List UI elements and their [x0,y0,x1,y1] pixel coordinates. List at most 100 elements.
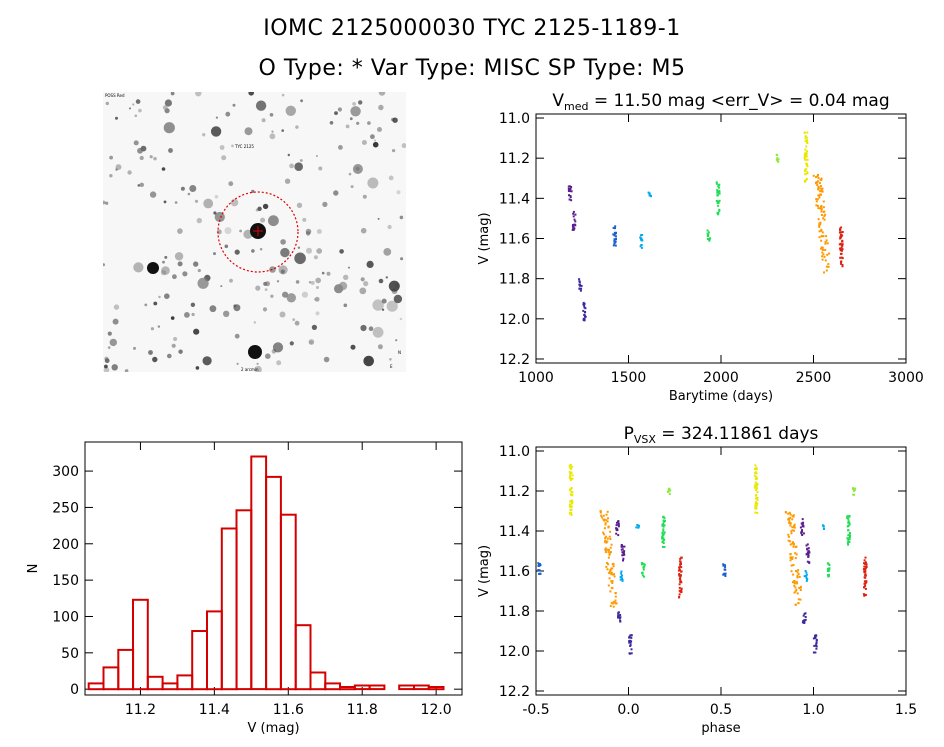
data-point [775,153,778,156]
data-point [603,533,606,536]
data-point [620,548,623,551]
data-point [791,526,794,529]
histogram-bar [132,598,149,691]
data-point [794,586,797,589]
data-point [621,554,624,557]
finder-star [282,291,289,298]
data-point [570,505,573,508]
data-point [612,244,615,247]
data-point [821,246,824,249]
data-point [568,466,571,469]
finder-star [236,362,239,365]
data-point [615,529,618,532]
y-tick-label: 12.2 [499,684,530,700]
finder-star [139,155,144,161]
data-point [802,521,805,524]
data-point [604,522,607,525]
finder-star [172,274,177,280]
finder-star [393,294,403,304]
finder-star [338,145,343,150]
data-point [806,172,809,175]
data-point [661,533,664,536]
data-point [569,188,572,191]
data-point [571,502,573,505]
data-point [849,535,851,538]
finder-star [349,117,353,121]
finder-star [259,247,263,251]
finder-star [256,362,259,365]
data-point [569,196,572,199]
data-point [611,587,614,590]
data-point [791,556,794,559]
data-point [614,602,617,605]
data-point [615,524,618,527]
y-tick-label: 50 [61,646,79,662]
data-point [789,513,792,516]
chart-title-ids: IOMC 2125000030 TYC 2125-1189-1 [263,16,681,41]
data-point [600,516,603,519]
data-point [571,474,574,477]
data-point [801,621,804,624]
finder-star [112,318,119,325]
data-point [637,524,640,527]
data-point [604,537,607,540]
finder-star [164,99,172,107]
data-point [538,573,541,575]
finder-star [295,125,299,129]
data-point [617,611,620,614]
data-point [807,547,810,550]
data-point [841,248,844,251]
finder-star [229,278,233,283]
data-point [647,191,650,194]
data-point [608,553,611,556]
plot-frame [84,441,463,696]
data-point [678,583,681,586]
finder-star [378,92,386,96]
data-point [793,582,796,585]
data-point [569,478,572,481]
data-point [839,227,842,230]
data-point [818,196,821,199]
data-point [668,488,671,490]
data-point [800,585,802,588]
data-point [569,493,572,496]
data-point [661,532,664,534]
data-point [609,546,612,549]
data-point [640,246,643,249]
data-point [785,511,787,514]
finder-star [363,281,369,287]
finder-star [196,217,202,224]
finder-star [350,106,361,117]
data-point [813,644,816,647]
data-point [819,207,822,210]
data-point [792,564,795,566]
data-point [620,544,623,547]
data-point [616,521,618,524]
data-point [717,201,720,204]
finder-star [299,159,303,162]
data-point [805,553,808,556]
data-point [839,229,842,232]
data-point [819,190,822,193]
data-point [620,570,623,573]
data-point [754,464,757,467]
data-point [569,476,571,479]
finder-star [316,248,323,254]
data-point [636,524,639,526]
finder-star [168,148,173,153]
data-point [679,575,682,578]
histogram-bar [265,475,282,691]
finder-star [197,277,209,289]
data-point [823,255,826,258]
finder-star [296,202,303,208]
finder-star [333,190,339,196]
data-point [805,177,808,180]
data-point [579,283,581,286]
y-tick-label: 11.0 [499,444,530,460]
data-point [789,524,792,527]
data-point [789,559,792,562]
data-point [821,231,824,234]
data-point [570,512,573,514]
data-point [787,535,790,538]
